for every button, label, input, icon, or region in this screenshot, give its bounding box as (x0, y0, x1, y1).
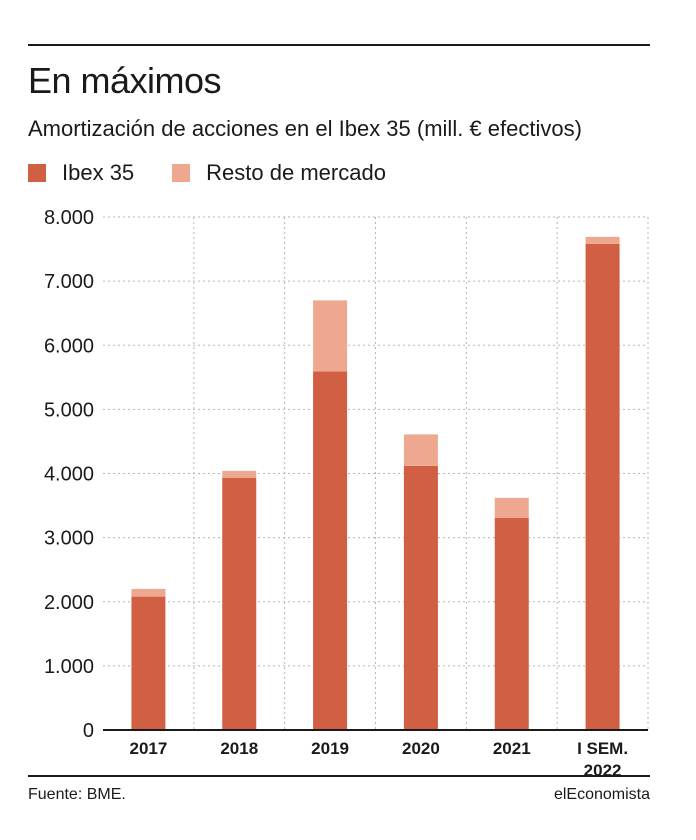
legend-label-resto: Resto de mercado (206, 160, 386, 185)
legend-item-resto: Resto de mercado (172, 160, 386, 186)
y-tick-label: 7.000 (44, 271, 94, 293)
y-tick-label: 5.000 (44, 399, 94, 421)
bar-resto (585, 236, 620, 244)
bar-resto (313, 300, 348, 372)
y-tick-label: 6.000 (44, 335, 94, 357)
legend-swatch-resto (172, 164, 191, 182)
y-tick-label: 1.000 (44, 656, 94, 678)
brand-logo-text: elEconomista (553, 786, 650, 803)
x-tick-label: 2017 (130, 739, 168, 758)
bar-ibex (313, 371, 348, 730)
source-note: Fuente: BME. (28, 786, 126, 803)
bar-resto (131, 588, 166, 597)
y-tick-label: 3.000 (44, 528, 94, 550)
top-rule (28, 44, 650, 46)
x-tick-label: 2022 (584, 761, 622, 780)
legend-item-ibex: Ibex 35 (28, 160, 134, 186)
bar-ibex (222, 477, 257, 730)
y-tick-label: 8.000 (44, 207, 94, 229)
y-tick-label: 0 (83, 720, 94, 742)
y-tick-label: 2.000 (44, 592, 94, 614)
legend-swatch-ibex (28, 164, 46, 182)
legend: Ibex 35 Resto de mercado (28, 160, 424, 186)
bar-resto (403, 434, 438, 466)
bottom-rule (28, 775, 650, 777)
chart-title: En máximos (28, 60, 222, 101)
chart-subtitle: Amortización de acciones en el Ibex 35 (… (28, 116, 582, 141)
bar-ibex (403, 465, 438, 730)
x-tick-label: 2019 (311, 739, 349, 758)
x-tick-label: I SEM. (577, 739, 628, 758)
bar-ibex (494, 517, 529, 730)
bar-resto (222, 470, 257, 478)
legend-label-ibex: Ibex 35 (62, 160, 135, 185)
bar-ibex (131, 596, 166, 730)
x-tick-label: 2018 (220, 739, 258, 758)
bar-ibex (585, 243, 620, 730)
bar-resto (494, 497, 529, 518)
y-tick-label: 4.000 (44, 464, 94, 486)
x-tick-label: 2021 (493, 739, 531, 758)
x-tick-label: 2020 (402, 739, 440, 758)
